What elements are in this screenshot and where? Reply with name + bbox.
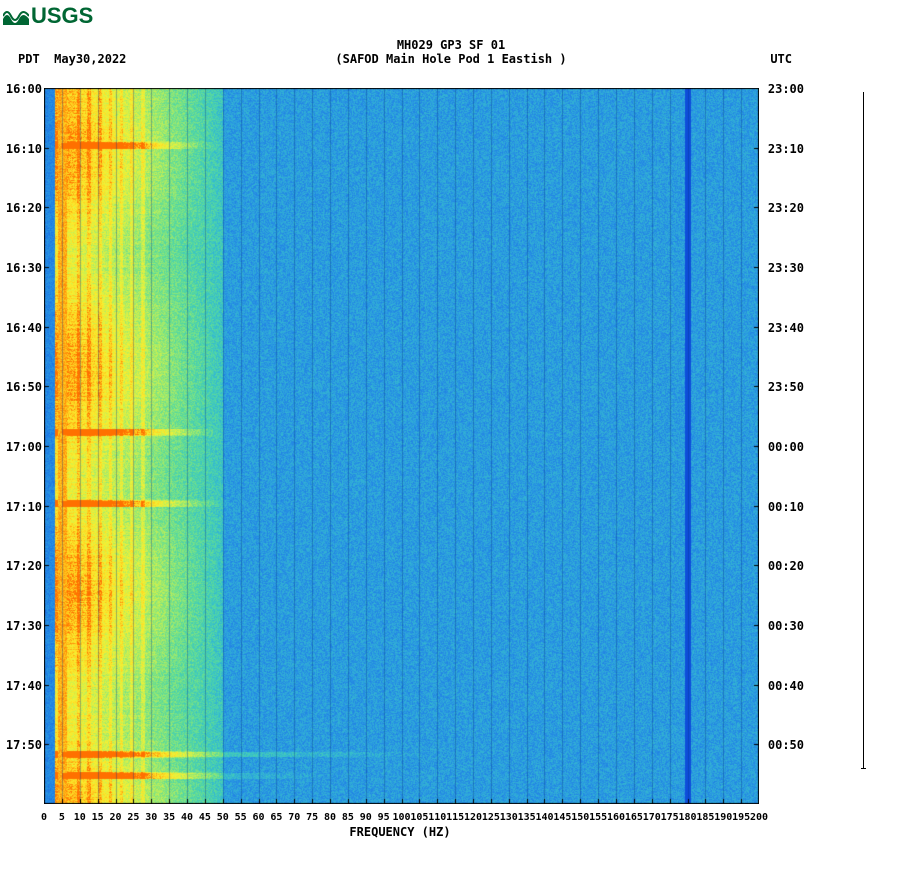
left-time-tick: 16:40 bbox=[4, 321, 42, 335]
left-time-tick: 16:00 bbox=[4, 82, 42, 96]
station-line: MH029 GP3 SF 01 bbox=[0, 38, 902, 52]
right-time-tick: 23:30 bbox=[768, 261, 804, 275]
x-axis-title: FREQUENCY (HZ) bbox=[0, 825, 800, 839]
usgs-wave-icon bbox=[3, 7, 29, 25]
left-tz: PDT bbox=[18, 52, 40, 66]
right-time-tick: 00:00 bbox=[768, 440, 804, 454]
spectrogram-plot bbox=[44, 88, 759, 804]
x-tick: 160 bbox=[607, 812, 625, 823]
left-time-tick: 16:30 bbox=[4, 261, 42, 275]
spectrogram-canvas bbox=[44, 88, 759, 804]
x-tick: 100 bbox=[392, 812, 410, 823]
x-tick: 0 bbox=[41, 812, 47, 823]
x-tick: 50 bbox=[217, 812, 229, 823]
x-tick: 170 bbox=[643, 812, 661, 823]
x-tick: 10 bbox=[74, 812, 86, 823]
left-time-tick: 16:20 bbox=[4, 201, 42, 215]
x-tick: 150 bbox=[571, 812, 589, 823]
right-time-tick: 23:00 bbox=[768, 82, 804, 96]
x-tick: 5 bbox=[59, 812, 65, 823]
x-tick: 190 bbox=[714, 812, 732, 823]
left-time-tick: 17:50 bbox=[4, 738, 42, 752]
x-tick: 75 bbox=[306, 812, 318, 823]
right-time-tick: 23:50 bbox=[768, 380, 804, 394]
x-tick: 95 bbox=[378, 812, 390, 823]
x-tick: 175 bbox=[661, 812, 679, 823]
right-time-tick: 00:40 bbox=[768, 679, 804, 693]
right-time-tick: 00:50 bbox=[768, 738, 804, 752]
left-tz-date: PDT May30,2022 bbox=[18, 52, 126, 66]
x-tick: 195 bbox=[732, 812, 750, 823]
left-time-tick: 16:50 bbox=[4, 380, 42, 394]
x-tick: 135 bbox=[518, 812, 536, 823]
x-tick: 45 bbox=[199, 812, 211, 823]
x-tick: 155 bbox=[589, 812, 607, 823]
site-line: (SAFOD Main Hole Pod 1 Eastish ) bbox=[0, 52, 902, 66]
right-time-tick: 00:30 bbox=[768, 619, 804, 633]
x-tick: 70 bbox=[288, 812, 300, 823]
x-tick: 60 bbox=[252, 812, 264, 823]
left-time-tick: 17:00 bbox=[4, 440, 42, 454]
right-time-tick: 00:20 bbox=[768, 559, 804, 573]
x-tick: 140 bbox=[535, 812, 553, 823]
right-time-tick: 23:40 bbox=[768, 321, 804, 335]
x-tick: 120 bbox=[464, 812, 482, 823]
x-tick: 80 bbox=[324, 812, 336, 823]
x-tick: 105 bbox=[410, 812, 428, 823]
left-time-tick: 17:10 bbox=[4, 500, 42, 514]
x-tick: 35 bbox=[163, 812, 175, 823]
x-tick: 180 bbox=[678, 812, 696, 823]
x-axis-ticks: 0510152025303540455055606570758085909510… bbox=[44, 812, 759, 826]
x-tick: 90 bbox=[360, 812, 372, 823]
x-tick: 30 bbox=[145, 812, 157, 823]
right-tz: UTC bbox=[770, 52, 792, 66]
x-tick: 185 bbox=[696, 812, 714, 823]
x-tick: 125 bbox=[482, 812, 500, 823]
left-time-tick: 17:40 bbox=[4, 679, 42, 693]
left-time-tick: 17:20 bbox=[4, 559, 42, 573]
usgs-logo: USGS bbox=[3, 3, 93, 29]
x-tick: 145 bbox=[553, 812, 571, 823]
x-tick: 25 bbox=[127, 812, 139, 823]
colorbar-tick bbox=[861, 768, 866, 769]
x-tick: 55 bbox=[235, 812, 247, 823]
x-tick: 115 bbox=[446, 812, 464, 823]
x-tick: 65 bbox=[270, 812, 282, 823]
date: May30,2022 bbox=[54, 52, 126, 66]
x-tick: 165 bbox=[625, 812, 643, 823]
x-tick: 15 bbox=[92, 812, 104, 823]
x-tick: 110 bbox=[428, 812, 446, 823]
right-time-tick: 23:20 bbox=[768, 201, 804, 215]
x-tick: 40 bbox=[181, 812, 193, 823]
right-time-tick: 23:10 bbox=[768, 142, 804, 156]
x-tick: 20 bbox=[109, 812, 121, 823]
x-tick: 200 bbox=[750, 812, 768, 823]
right-time-tick: 00:10 bbox=[768, 500, 804, 514]
x-tick: 130 bbox=[500, 812, 518, 823]
left-time-tick: 17:30 bbox=[4, 619, 42, 633]
left-time-tick: 16:10 bbox=[4, 142, 42, 156]
usgs-logo-text: USGS bbox=[31, 3, 93, 29]
colorbar-line bbox=[863, 92, 864, 768]
x-tick: 85 bbox=[342, 812, 354, 823]
